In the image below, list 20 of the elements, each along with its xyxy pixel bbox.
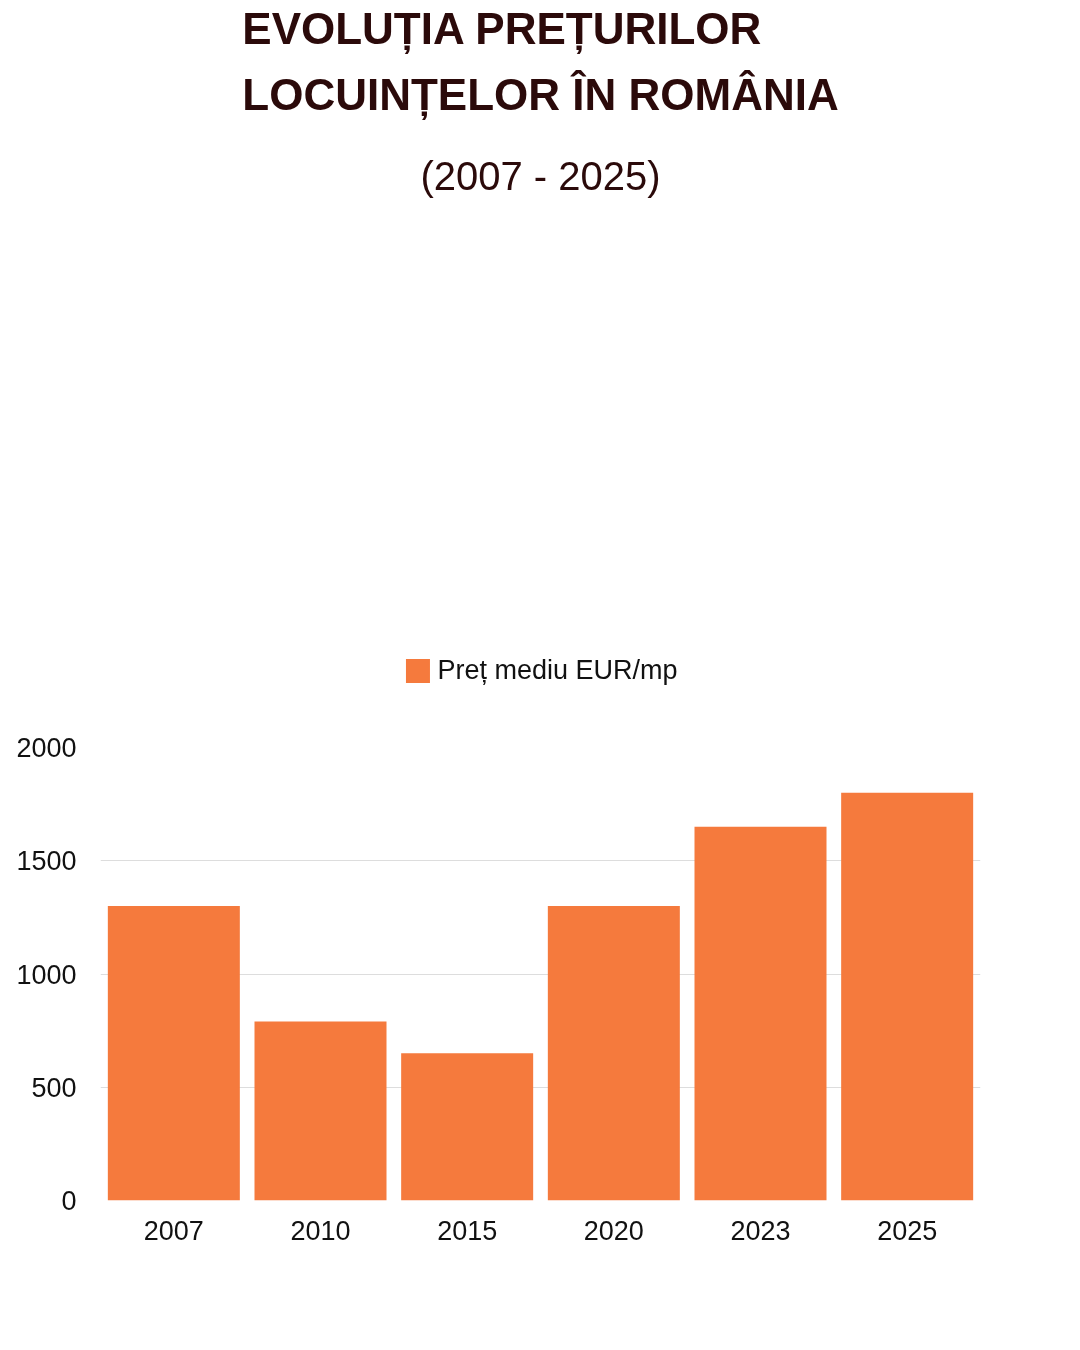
- x-tick-label: 2020: [583, 1215, 644, 1246]
- x-tick-label: 2025: [877, 1215, 938, 1246]
- bar: [694, 826, 827, 1201]
- y-tick-label: 1500: [16, 846, 77, 877]
- x-tick-label: 2007: [143, 1215, 204, 1246]
- x-tick-label: 2023: [730, 1215, 791, 1246]
- y-tick-label: 0: [61, 1186, 77, 1216]
- bar: [254, 1021, 387, 1201]
- bar: [547, 906, 680, 1201]
- x-tick-label: 2010: [290, 1215, 351, 1246]
- x-tick-label: 2015: [437, 1215, 498, 1246]
- bar: [841, 792, 974, 1201]
- y-tick-label: 2000: [16, 733, 77, 763]
- y-tick-label: 1000: [16, 959, 77, 990]
- chart-title: EVOLUȚIA PREȚURILOR LOCUINȚELOR ÎN ROMÂNIA: [242, 4, 839, 121]
- bar: [107, 906, 240, 1201]
- y-tick-label: 500: [31, 1072, 77, 1103]
- bar: [401, 1053, 534, 1201]
- chart-subtitle: (2007 - 2025): [420, 153, 661, 198]
- legend-label: Preț mediu EUR/mp: [437, 654, 678, 686]
